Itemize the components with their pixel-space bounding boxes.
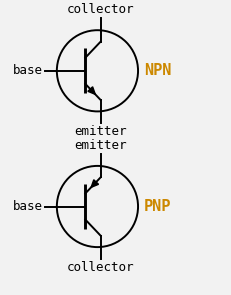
Polygon shape xyxy=(88,87,95,94)
Polygon shape xyxy=(91,180,98,187)
Text: base: base xyxy=(13,200,43,213)
Text: emitter: emitter xyxy=(74,139,126,152)
Text: collector: collector xyxy=(67,261,134,274)
Text: PNP: PNP xyxy=(143,199,171,214)
Text: collector: collector xyxy=(67,3,134,16)
Text: NPN: NPN xyxy=(143,63,171,78)
Text: base: base xyxy=(13,64,43,77)
Text: emitter: emitter xyxy=(74,125,126,138)
